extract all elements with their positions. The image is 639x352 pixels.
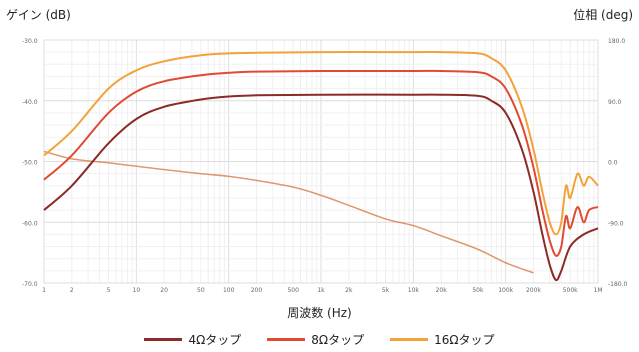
bode-plot: -30.0 -40.0 -50.0 -60.0 -70.0 180.0 90.0 0.0 -90… — [22, 38, 628, 294]
legend-label-8ohm: 8Ωタップ — [311, 333, 365, 347]
phase-line-16ohm — [43, 150, 534, 274]
x-tick-label: 500 — [287, 287, 299, 294]
x-tick-label: 20 — [160, 287, 168, 294]
y-left-tick-label: -40.0 — [22, 99, 38, 106]
x-tick-label: 1k — [317, 287, 325, 294]
legend-label-16ohm: 16Ωタップ — [434, 333, 495, 347]
x-tick-label: 10k — [408, 287, 420, 294]
y-right-tick-label: 0.0 — [608, 160, 618, 167]
gain-line-8ohm — [43, 69, 599, 257]
y-left-tick-label: -60.0 — [22, 220, 38, 227]
x-tick-label: 20k — [436, 287, 448, 294]
x-tick-label: 50 — [197, 287, 205, 294]
y-right-tick-label: -180.0 — [608, 281, 628, 288]
legend-label-4ohm: 4Ωタップ — [188, 333, 242, 347]
x-tick-label: 100k — [498, 287, 513, 294]
x-tick-label: 1M — [594, 287, 603, 294]
y-right-tick-label: 180.0 — [608, 38, 625, 45]
legend-swatch-8ohm — [267, 338, 306, 341]
y-axis-left-label: ゲイン (dB) — [6, 8, 71, 22]
gain-line-4ohm — [43, 93, 599, 282]
x-tick-label: 5 — [107, 287, 111, 294]
x-tick-label: 200k — [526, 287, 541, 294]
legend-item-4ohm: 4Ωタップ — [144, 331, 241, 348]
y-right-tick-label: -90.0 — [608, 220, 624, 227]
x-tick-label: 200 — [251, 287, 263, 294]
x-tick-label: 5k — [382, 287, 390, 294]
gain-line-16ohm — [43, 51, 599, 236]
phase-line-4ohm — [43, 150, 534, 274]
phase-line-8ohm — [43, 150, 534, 274]
y-left-tick-label: -30.0 — [22, 38, 38, 45]
y-right-tick-label: 90.0 — [608, 99, 622, 106]
legend-item-8ohm: 8Ωタップ — [267, 331, 364, 348]
x-tick-label: 2k — [345, 287, 353, 294]
y-axis-right-label: 位相 (deg) — [573, 8, 633, 22]
legend-item-16ohm: 16Ωタップ — [390, 331, 495, 348]
x-tick-label: 2 — [70, 287, 74, 294]
x-tick-label: 1 — [42, 287, 46, 294]
x-tick-label: 500k — [563, 287, 578, 294]
y-left-tick-label: -70.0 — [22, 281, 38, 288]
y-left-tick-label: -50.0 — [22, 160, 38, 167]
x-tick-label: 10 — [133, 287, 141, 294]
legend-swatch-16ohm — [390, 338, 429, 341]
legend: 4Ωタップ 8Ωタップ 16Ωタップ — [0, 331, 639, 348]
x-tick-label: 100 — [223, 287, 235, 294]
x-tick-label: 50k — [472, 287, 484, 294]
legend-swatch-4ohm — [144, 338, 183, 341]
x-axis-label: 周波数 (Hz) — [287, 306, 352, 320]
